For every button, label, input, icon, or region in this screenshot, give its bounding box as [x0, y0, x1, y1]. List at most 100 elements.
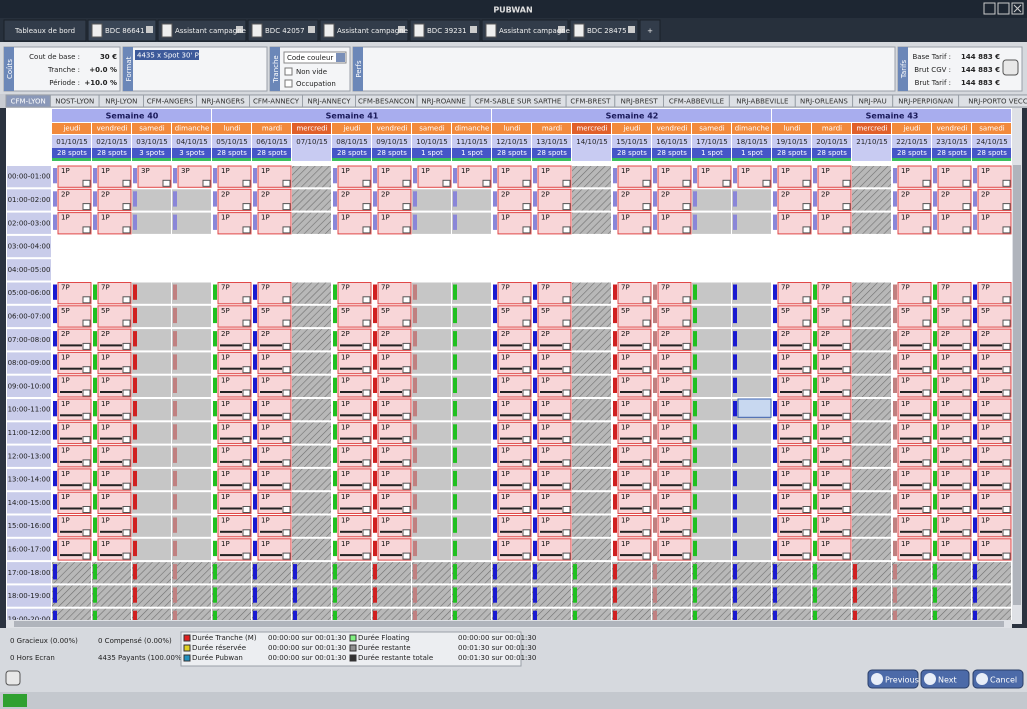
- cell-dropdown[interactable]: [802, 226, 811, 234]
- tab-close[interactable]: [558, 26, 565, 33]
- cell-dropdown[interactable]: [922, 366, 931, 374]
- cell-dropdown[interactable]: [802, 389, 811, 397]
- cell-dropdown[interactable]: [82, 342, 91, 350]
- cell-dropdown[interactable]: [1002, 296, 1011, 304]
- cell-dropdown[interactable]: [242, 506, 251, 513]
- cell-dropdown[interactable]: [962, 412, 971, 420]
- cell-dropdown[interactable]: [522, 506, 531, 513]
- select-arrow[interactable]: [336, 53, 345, 62]
- cell-dropdown[interactable]: [1002, 203, 1011, 211]
- tab[interactable]: [157, 19, 247, 42]
- cell-dropdown[interactable]: [562, 529, 571, 537]
- cell-dropdown[interactable]: [1002, 342, 1011, 350]
- cell-dropdown[interactable]: [642, 506, 651, 513]
- cell-dropdown[interactable]: [362, 226, 371, 234]
- scroll-thumb[interactable]: [1013, 165, 1021, 605]
- cell-dropdown[interactable]: [962, 552, 971, 560]
- cell-dropdown[interactable]: [682, 226, 691, 234]
- cell-dropdown[interactable]: [522, 482, 531, 490]
- cell-dropdown[interactable]: [962, 529, 971, 537]
- cell-dropdown[interactable]: [1002, 319, 1011, 327]
- tab[interactable]: [319, 19, 409, 42]
- cell-dropdown[interactable]: [682, 366, 691, 374]
- cell-dropdown[interactable]: [362, 366, 371, 374]
- cell-dropdown[interactable]: [82, 366, 91, 374]
- cell-dropdown[interactable]: [562, 179, 571, 187]
- cell-dropdown[interactable]: [402, 482, 411, 490]
- cell-dropdown[interactable]: [402, 366, 411, 374]
- cell-dropdown[interactable]: [242, 342, 251, 350]
- cell-dropdown[interactable]: [82, 482, 91, 490]
- cell-dropdown[interactable]: [522, 436, 531, 444]
- tab[interactable]: [87, 19, 157, 42]
- cell-dropdown[interactable]: [842, 389, 851, 397]
- cell-dropdown[interactable]: [642, 436, 651, 444]
- cell-dropdown[interactable]: [962, 506, 971, 513]
- cell-dropdown[interactable]: [642, 226, 651, 234]
- cell-dropdown[interactable]: [122, 319, 131, 327]
- cell-dropdown[interactable]: [122, 342, 131, 350]
- cell-dropdown[interactable]: [802, 296, 811, 304]
- cell-dropdown[interactable]: [402, 226, 411, 234]
- cell-dropdown[interactable]: [1002, 412, 1011, 420]
- cell-dropdown[interactable]: [682, 482, 691, 490]
- cell-dropdown[interactable]: [922, 552, 931, 560]
- cell-dropdown[interactable]: [922, 436, 931, 444]
- cell-dropdown[interactable]: [282, 226, 291, 234]
- cell-dropdown[interactable]: [282, 366, 291, 374]
- cell-dropdown[interactable]: [402, 459, 411, 467]
- cell-dropdown[interactable]: [522, 459, 531, 467]
- cell-dropdown[interactable]: [642, 179, 651, 187]
- cell-dropdown[interactable]: [82, 506, 91, 513]
- cell-dropdown[interactable]: [562, 203, 571, 211]
- cell-dropdown[interactable]: [922, 506, 931, 513]
- cell-dropdown[interactable]: [242, 179, 251, 187]
- cell-dropdown[interactable]: [362, 342, 371, 350]
- cell-dropdown[interactable]: [922, 319, 931, 327]
- cell-dropdown[interactable]: [962, 436, 971, 444]
- cell-dropdown[interactable]: [362, 482, 371, 490]
- tab-close[interactable]: [628, 26, 635, 33]
- cell-dropdown[interactable]: [842, 506, 851, 513]
- cell-dropdown[interactable]: [802, 366, 811, 374]
- cell-dropdown[interactable]: [522, 319, 531, 327]
- cell-dropdown[interactable]: [842, 179, 851, 187]
- cell-dropdown[interactable]: [82, 203, 91, 211]
- cell-dropdown[interactable]: [642, 459, 651, 467]
- cell-dropdown[interactable]: [522, 342, 531, 350]
- cell-dropdown[interactable]: [802, 529, 811, 537]
- tab[interactable]: [409, 19, 481, 42]
- cell-dropdown[interactable]: [1002, 482, 1011, 490]
- cell-dropdown[interactable]: [1002, 436, 1011, 444]
- cell-dropdown[interactable]: [122, 296, 131, 304]
- cell-dropdown[interactable]: [82, 319, 91, 327]
- cell-dropdown[interactable]: [682, 412, 691, 420]
- cell-dropdown[interactable]: [962, 319, 971, 327]
- filter-button[interactable]: [5, 670, 21, 686]
- cell-dropdown[interactable]: [962, 459, 971, 467]
- cell-dropdown[interactable]: [922, 179, 931, 187]
- cell-dropdown[interactable]: [362, 179, 371, 187]
- cell-dropdown[interactable]: [522, 366, 531, 374]
- tab-close[interactable]: [470, 26, 477, 33]
- cell-dropdown[interactable]: [1002, 389, 1011, 397]
- cell-dropdown[interactable]: [682, 389, 691, 397]
- cell-dropdown[interactable]: [802, 319, 811, 327]
- cell-dropdown[interactable]: [402, 436, 411, 444]
- cell-dropdown[interactable]: [522, 412, 531, 420]
- tab-close[interactable]: [146, 26, 153, 33]
- cell-dropdown[interactable]: [82, 296, 91, 304]
- cell-dropdown[interactable]: [82, 529, 91, 537]
- cell-dropdown[interactable]: [402, 179, 411, 187]
- cell-dropdown[interactable]: [682, 296, 691, 304]
- cell-dropdown[interactable]: [682, 203, 691, 211]
- cell-dropdown[interactable]: [562, 506, 571, 513]
- cell-dropdown[interactable]: [842, 529, 851, 537]
- cell-dropdown[interactable]: [642, 389, 651, 397]
- cell-dropdown[interactable]: [802, 179, 811, 187]
- cell-dropdown[interactable]: [842, 459, 851, 467]
- cell-dropdown[interactable]: [522, 296, 531, 304]
- cell-dropdown[interactable]: [242, 436, 251, 444]
- cell-dropdown[interactable]: [242, 482, 251, 490]
- cell-dropdown[interactable]: [122, 552, 131, 560]
